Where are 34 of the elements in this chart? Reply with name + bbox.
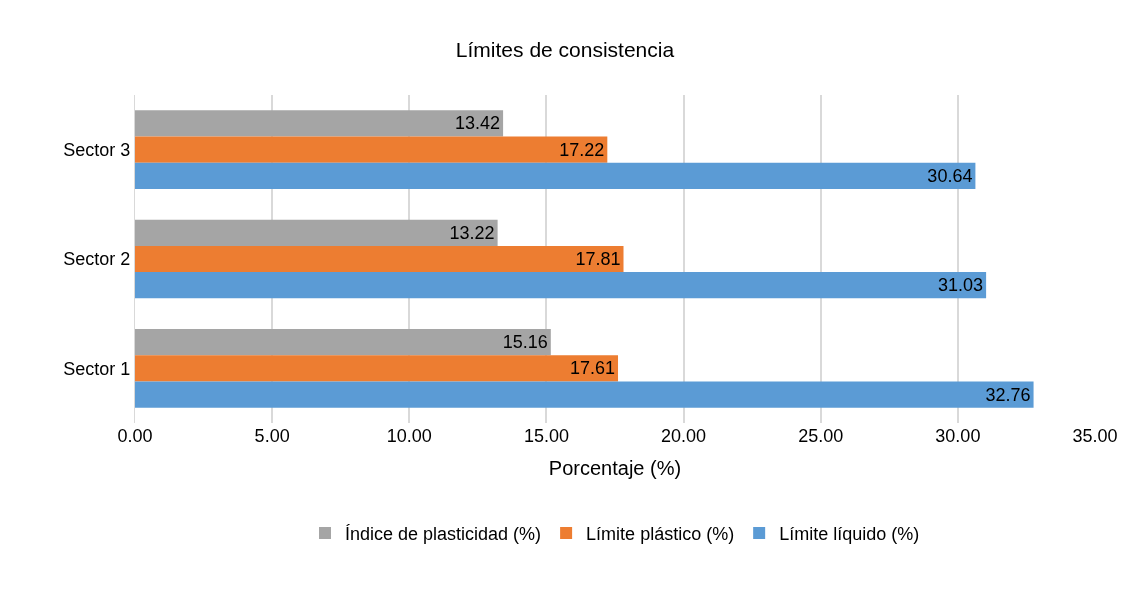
y-tick-label: Sector 1 [63, 358, 131, 379]
x-tick-label: 30.00 [935, 426, 981, 446]
x-tick-label: 15.00 [523, 426, 569, 446]
y-tick-label: Sector 3 [63, 139, 131, 160]
y-tick-label: Sector 2 [63, 249, 131, 270]
x-tick-label: 20.00 [661, 426, 707, 446]
legend-label: Límite líquido (%) [779, 524, 920, 545]
x-tick-label: 5.00 [254, 426, 290, 446]
bar [135, 110, 504, 137]
data-label: 13.42 [455, 113, 501, 134]
x-axis-title: Porcentaje (%) [548, 456, 682, 479]
data-label: 31.03 [938, 275, 984, 296]
data-label: 17.22 [559, 139, 605, 160]
data-label: 30.64 [927, 165, 973, 186]
x-tick-label: 10.00 [386, 426, 432, 446]
x-tick-label: 35.00 [1072, 426, 1118, 446]
x-tick-label: 25.00 [798, 426, 844, 446]
bar [135, 136, 608, 163]
data-label: 17.81 [575, 249, 621, 269]
legend-label: Límite plástico (%) [586, 524, 735, 545]
chart-title: Límites de consistencia [455, 38, 675, 62]
bar [135, 355, 619, 382]
data-label: 32.76 [985, 384, 1031, 405]
bar [135, 245, 624, 273]
bar [135, 219, 498, 246]
data-label: 17.61 [569, 358, 616, 379]
x-tick-label: 0.00 [117, 426, 153, 446]
bar [135, 328, 551, 356]
bar [135, 381, 1034, 408]
data-label: 13.22 [449, 222, 495, 243]
data-label: 15.16 [502, 332, 548, 353]
legend-label: Índice de plasticidad (%) [345, 524, 542, 545]
bar [135, 272, 987, 299]
bar [135, 162, 976, 190]
